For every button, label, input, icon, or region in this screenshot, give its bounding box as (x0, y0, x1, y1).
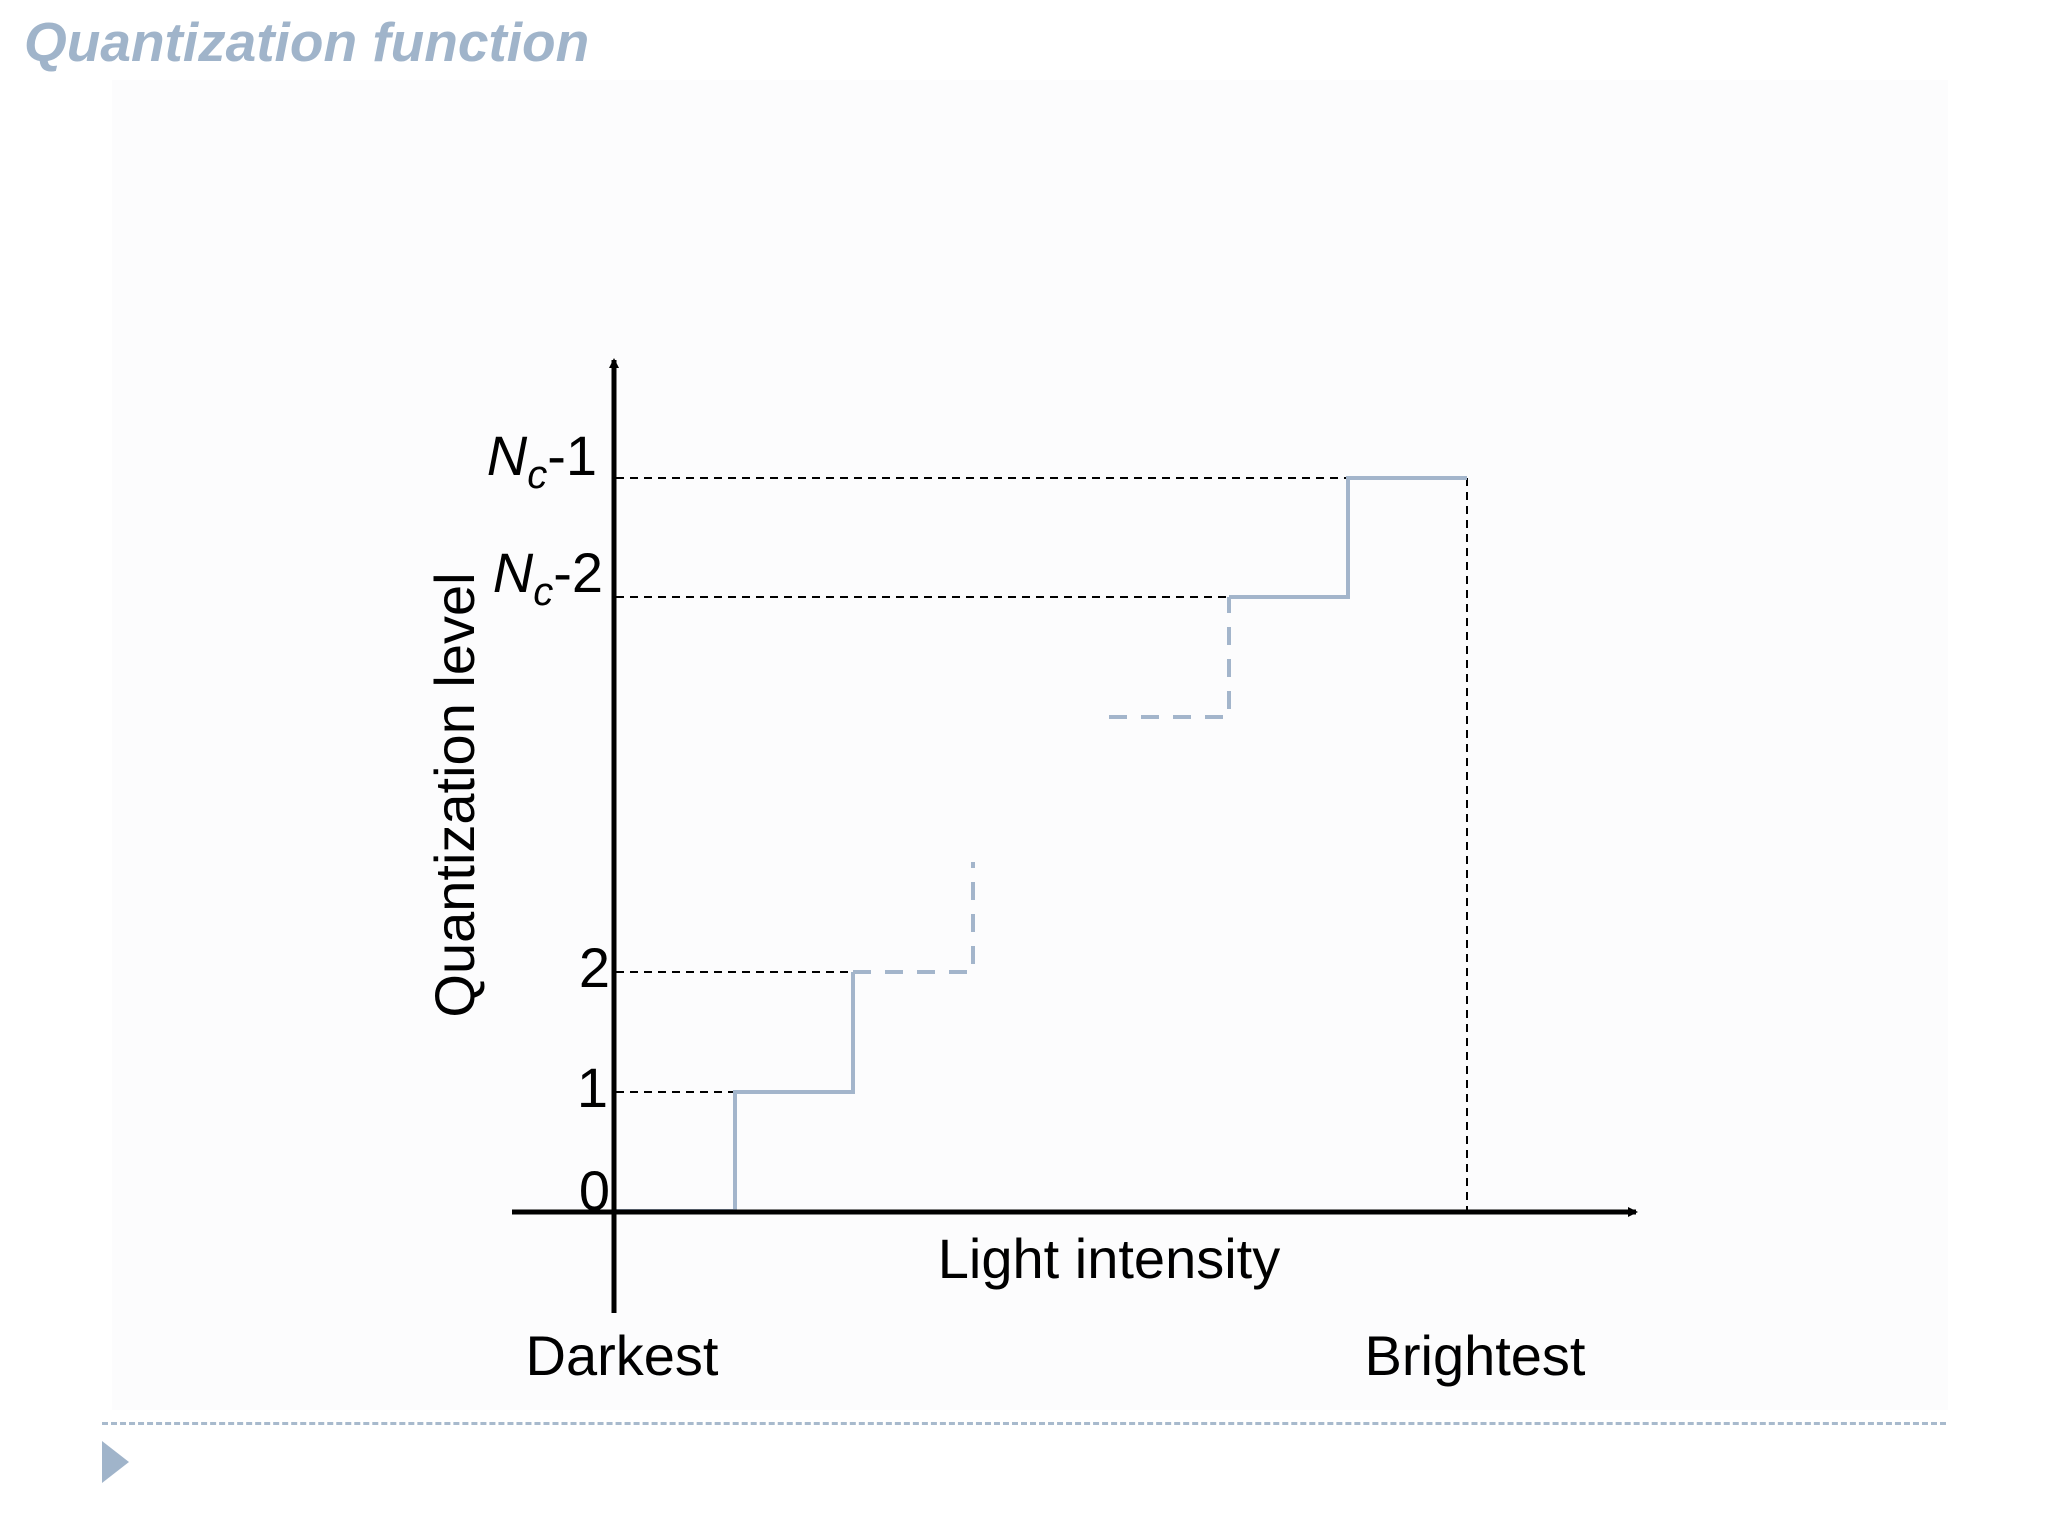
y-tick-2: 2 (579, 936, 610, 999)
y-tick-1: 1 (577, 1056, 608, 1119)
slide-background-panel (112, 80, 1948, 1410)
guide-lines (616, 477, 1468, 1212)
staircase-high (1229, 476, 1467, 599)
staircase-dashed (853, 597, 1231, 974)
continuation-high (1109, 597, 1231, 719)
y-tick-nc1: Nc-1 (487, 424, 597, 497)
y-tick-nc2: Nc-2 (493, 541, 603, 614)
footer-triangle-icon (102, 1441, 129, 1483)
y-tick-0: 0 (579, 1159, 610, 1222)
x-label-darkest: Darkest (526, 1324, 719, 1387)
x-label-brightest: Brightest (1365, 1324, 1586, 1387)
continuation-low (853, 862, 975, 974)
y-axis-label: Quantization level (423, 572, 486, 1017)
x-axis-label: Light intensity (938, 1227, 1280, 1290)
footer-divider (102, 1422, 1946, 1425)
staircase-solid (616, 476, 1467, 1213)
slide-title: Quantization function (24, 11, 590, 73)
